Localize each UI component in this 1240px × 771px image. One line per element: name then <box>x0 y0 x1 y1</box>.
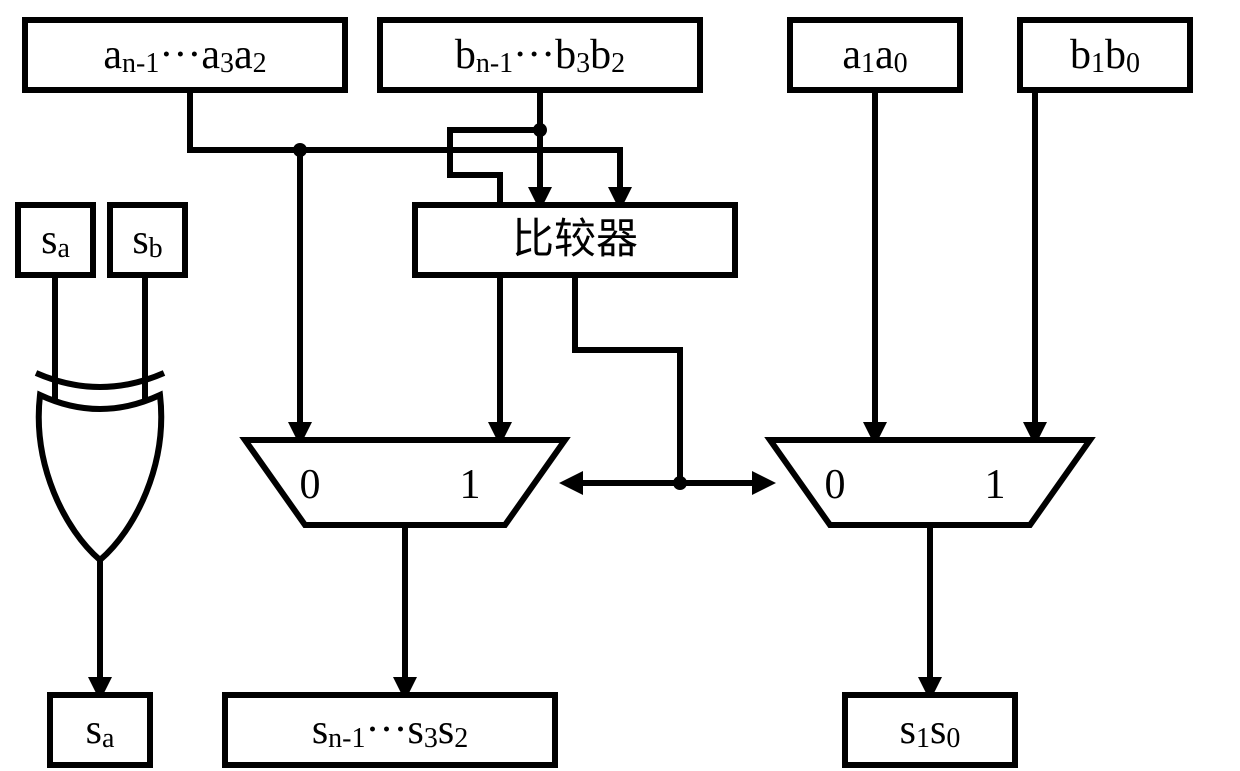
circuit-diagram: an-1···a3a2bn-1···b3b2a1a0b1b0sasb比较器010… <box>0 0 1240 771</box>
wire-cmp-stem <box>575 275 680 483</box>
junction <box>533 123 547 137</box>
mux-right <box>770 440 1090 525</box>
mux-left-label0: 0 <box>300 462 321 508</box>
wire-a-high-mux0 <box>190 90 300 440</box>
mux-right-label0: 0 <box>825 462 846 508</box>
mux-left <box>245 440 565 525</box>
mux-left-label1: 1 <box>460 462 481 508</box>
junction <box>673 476 687 490</box>
mux-right-label1: 1 <box>985 462 1006 508</box>
xor-gate <box>39 395 161 560</box>
junction <box>293 143 307 157</box>
wire-b-high-mux1 <box>450 130 540 440</box>
comparator-label: 比较器 <box>512 216 638 263</box>
